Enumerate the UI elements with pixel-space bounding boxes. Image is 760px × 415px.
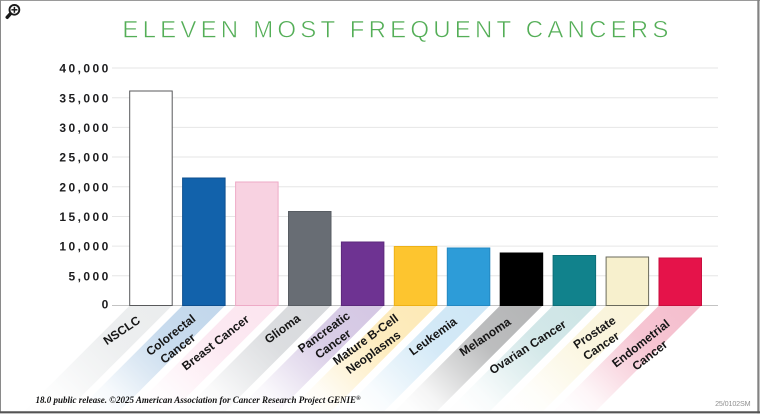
svg-text:15,000: 15,000 (59, 210, 110, 224)
svg-text:ELEVEN MOST FREQUENT CANCERS: ELEVEN MOST FREQUENT CANCERS (122, 16, 672, 43)
svg-text:0: 0 (102, 298, 111, 312)
svg-text:20,000: 20,000 (59, 180, 110, 194)
svg-text:25,000: 25,000 (59, 151, 110, 165)
svg-text:35,000: 35,000 (59, 91, 110, 105)
svg-text:25/0102SM: 25/0102SM (715, 399, 751, 408)
svg-text:30,000: 30,000 (59, 121, 110, 135)
svg-text:10,000: 10,000 (59, 240, 110, 254)
svg-text:18.0 public release. ©2025 Ame: 18.0 public release. ©2025 American Asso… (36, 395, 362, 405)
svg-text:5,000: 5,000 (69, 269, 111, 283)
svg-text:40,000: 40,000 (59, 62, 110, 76)
